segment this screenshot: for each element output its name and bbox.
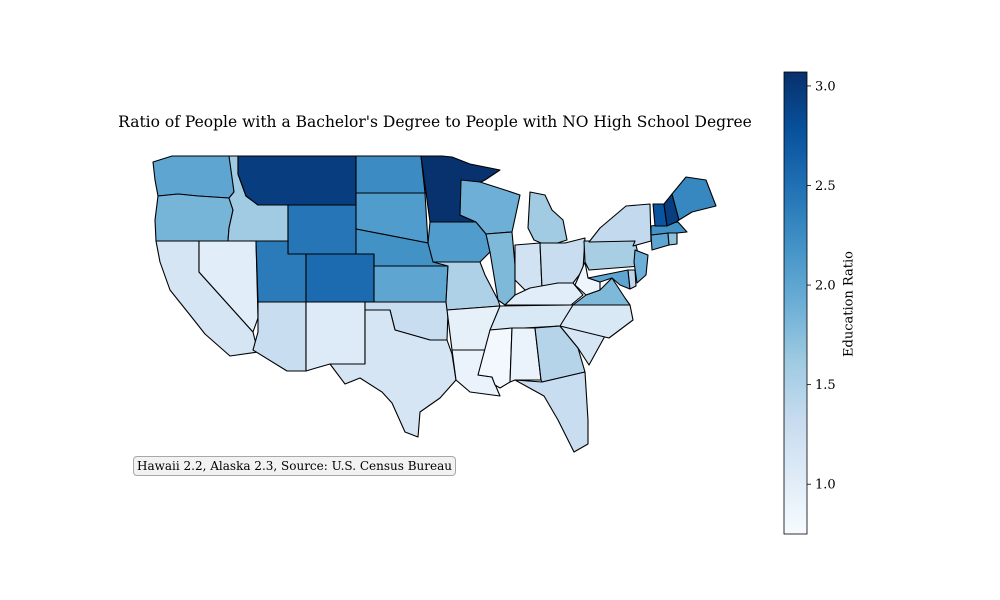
state-maine [671,176,717,221]
state-kentucky [504,282,584,306]
state-michigan [527,191,568,247]
colorbar-gradient [783,71,808,535]
colorbar-tick-label: 2.0 [815,279,836,294]
state-new-york [588,203,652,247]
state-kansas [373,265,449,303]
state-new-mexico [305,301,366,372]
state-arizona [252,301,307,372]
state-alabama [509,327,542,383]
state-oregon [154,193,234,242]
map-title: Ratio of People with a Bachelor's Degree… [118,113,752,131]
state-connecticut [650,232,670,251]
state-pennsylvania [583,240,642,271]
colorbar-tick-label: 1.5 [815,378,836,393]
state-north-dakota [355,155,426,194]
colorbar: 1.0 1.5 2.0 2.5 3.0 [783,71,836,535]
state-washington [152,155,235,199]
colorbar-label: Education Ratio [841,251,857,357]
state-rhode-island [667,232,678,246]
colorbar-tick-label: 3.0 [815,79,836,94]
state-wyoming [287,204,357,255]
state-texas [329,309,457,438]
source-note: Hawaii 2.2, Alaska 2.3, Source: U.S. Cen… [133,456,456,476]
state-montana [237,155,357,206]
colorbar-tick-label: 2.5 [815,179,836,194]
state-new-hampshire [663,193,680,227]
state-new-jersey [633,249,649,284]
state-delaware [627,269,637,290]
colorbar-tick-label: 1.0 [815,478,836,493]
state-indiana [514,242,543,291]
state-florida [514,371,589,453]
state-colorado [305,253,375,303]
